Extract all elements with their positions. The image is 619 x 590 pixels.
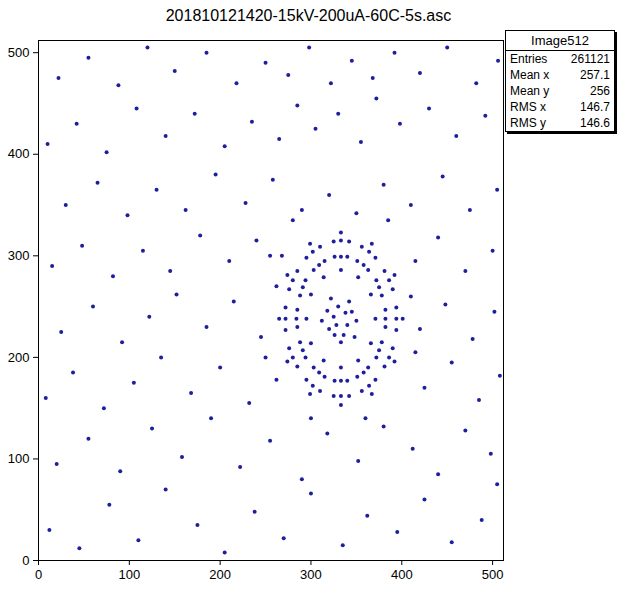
svg-text:500: 500 <box>8 45 30 60</box>
html-text:Image512: Image512 <box>531 33 589 48</box>
svg-text:100: 100 <box>8 451 30 466</box>
html-text:RMS x: RMS x <box>510 100 546 114</box>
svg-text:0: 0 <box>22 553 29 568</box>
svg-text:200: 200 <box>8 350 30 365</box>
svg-text:400: 400 <box>391 567 413 582</box>
svg-text:200: 200 <box>209 567 231 582</box>
html-text:Entries: Entries <box>510 52 548 66</box>
svg-text:300: 300 <box>8 248 30 263</box>
html-text:256: 256 <box>590 84 610 98</box>
html-text:257.1: 257.1 <box>580 68 610 82</box>
html-text:146.7: 146.7 <box>580 100 610 114</box>
html-text:261121: 261121 <box>570 52 610 66</box>
svg-text:100: 100 <box>118 567 140 582</box>
html-text:RMS y: RMS y <box>510 116 546 130</box>
html-text:Mean x: Mean x <box>510 68 550 82</box>
svg-text:300: 300 <box>300 567 322 582</box>
html-text:201810121420-15kV-200uA-60C-5s: 201810121420-15kV-200uA-60C-5s.asc <box>165 7 452 24</box>
html-text:146.6: 146.6 <box>580 116 610 130</box>
svg-text:400: 400 <box>8 146 30 161</box>
svg-text:0: 0 <box>35 567 42 582</box>
html-text:Mean y: Mean y <box>510 84 550 98</box>
svg-text:500: 500 <box>482 567 504 582</box>
